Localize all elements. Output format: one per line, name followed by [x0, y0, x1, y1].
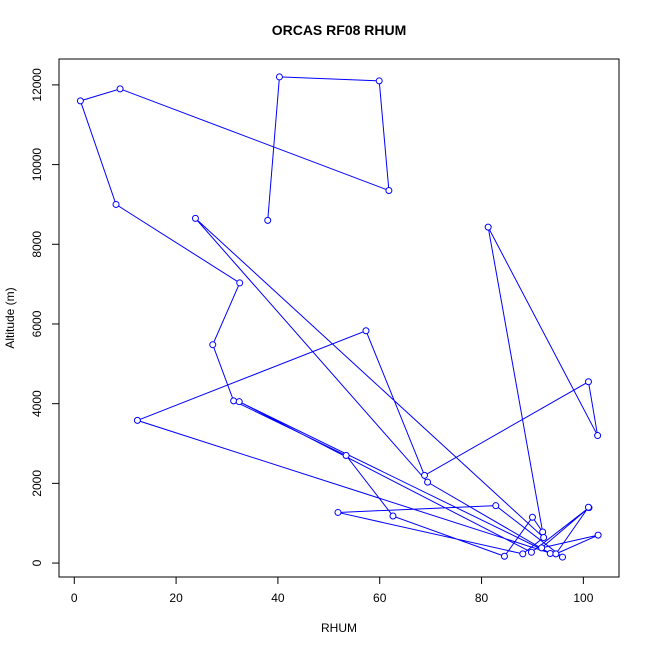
data-point-marker [112, 200, 120, 208]
x-tick-label: 60 [373, 591, 387, 605]
data-point-marker [552, 550, 560, 558]
x-tick-label: 0 [71, 591, 78, 605]
data-point-marker [334, 508, 342, 516]
x-tick-label: 40 [271, 591, 285, 605]
data-point-marker [421, 471, 429, 479]
data-point-marker [527, 548, 535, 556]
y-tick-label: 8000 [30, 231, 44, 258]
data-point-marker [133, 416, 141, 424]
data-point-marker [594, 432, 602, 440]
data-point-marker [76, 97, 84, 105]
x-tick-label: 100 [573, 591, 593, 605]
y-tick-label: 4000 [30, 390, 44, 417]
data-point-marker [375, 77, 383, 85]
y-tick-label: 2000 [30, 470, 44, 497]
data-point-marker [584, 378, 592, 386]
data-point-marker [519, 550, 527, 558]
data-point-marker [191, 214, 199, 222]
x-tick-label: 80 [475, 591, 489, 605]
series-line-group [79, 76, 599, 558]
data-point-marker [492, 502, 500, 510]
chart-title: ORCAS RF08 RHUM [272, 22, 407, 38]
data-point-marker [594, 531, 602, 539]
series-line [79, 76, 599, 558]
data-point-marker [235, 398, 243, 406]
data-point-marker [116, 85, 124, 93]
data-point-marker [484, 223, 492, 231]
data-point-marker [389, 512, 397, 520]
data-point-marker [500, 552, 508, 560]
x-axis: 0 20 40 60 80 100 [71, 576, 594, 605]
data-point-marker [264, 216, 272, 224]
data-point-marker [209, 341, 217, 349]
y-tick-label: 0 [30, 559, 44, 566]
x-tick-label: 20 [169, 591, 183, 605]
data-point-marker [538, 544, 546, 552]
data-point-marker [539, 528, 547, 536]
data-markers-group [76, 73, 602, 561]
y-axis-label: Altitude (m) [3, 287, 17, 348]
data-point-marker [528, 513, 536, 521]
data-point-marker [546, 549, 554, 557]
x-axis-label: RHUM [321, 621, 357, 635]
y-tick-label: 6000 [30, 310, 44, 337]
y-tick-label: 10000 [30, 148, 44, 182]
y-axis: 0 2000 4000 6000 8000 10000 12000 [30, 68, 60, 566]
data-point-marker [362, 327, 370, 335]
data-point-marker [342, 451, 350, 459]
data-point-marker [584, 503, 592, 511]
data-point-marker [275, 73, 283, 81]
data-point-marker [236, 279, 244, 287]
data-point-marker [540, 534, 548, 542]
data-point-marker [385, 186, 393, 194]
data-point-marker [558, 553, 566, 561]
data-point-marker [230, 397, 238, 405]
y-tick-label: 12000 [30, 68, 44, 102]
data-point-marker [424, 478, 432, 486]
